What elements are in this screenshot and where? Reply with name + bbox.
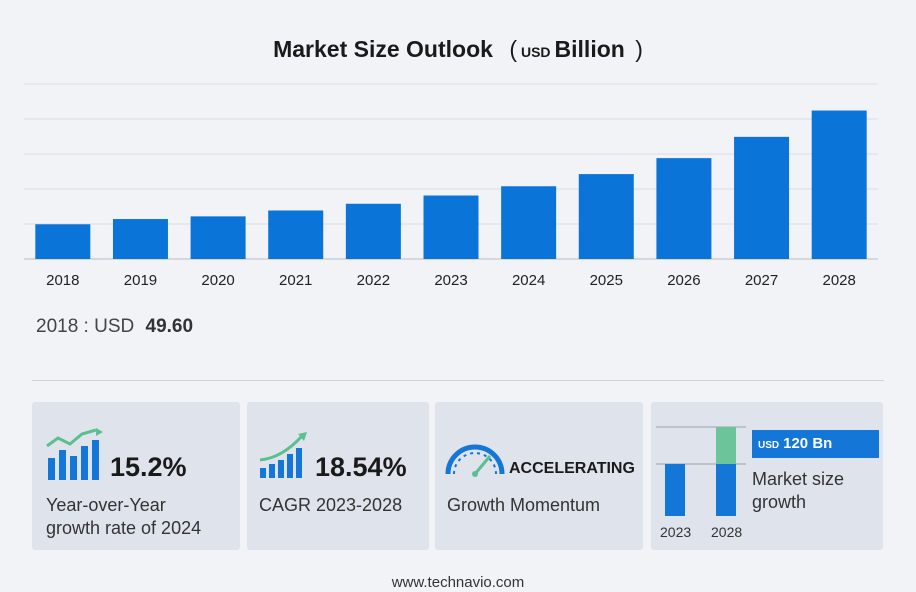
growth-unit: USD (758, 440, 780, 451)
x-tick-label: 2028 (822, 272, 855, 289)
bar-2020 (190, 216, 246, 259)
rising-bar-chart-icon (46, 428, 103, 480)
growth-bar-2023 (665, 464, 685, 516)
x-tick-label: 2026 (667, 272, 700, 289)
speedometer-gauge-icon (445, 444, 505, 477)
growth-bar-2028-base (716, 464, 736, 516)
bar-2022 (345, 203, 401, 259)
bar-2027 (734, 136, 790, 259)
cagr-value: 18.54% (315, 452, 407, 482)
growth-amount: 120 Bn (783, 435, 833, 452)
growth-year-end: 2028 (711, 524, 743, 540)
cagr-caption: CAGR 2023-2028 (259, 495, 403, 515)
growth-bars-arrow-icon (259, 432, 307, 478)
x-tick-label: 2027 (745, 272, 778, 289)
growth-amount-banner: USD 120 Bn (752, 430, 879, 458)
bar-2021 (268, 210, 324, 259)
cagr-card (247, 402, 429, 550)
growth-comparison-icon (656, 426, 746, 516)
x-tick-label: 2023 (434, 272, 467, 289)
section-divider (32, 380, 884, 381)
bar-2019 (112, 219, 168, 259)
x-tick-label: 2024 (512, 272, 545, 289)
yoy-card (32, 402, 240, 550)
growth-bar-2028-increase (716, 427, 736, 464)
chart-title-main: Market Size Outlook (273, 36, 493, 62)
x-tick-label: 2019 (124, 272, 157, 289)
base-value-label: 2018 : USD (36, 316, 135, 337)
footer-url[interactable]: www.technavio.com (391, 574, 525, 591)
title-unit-word: Billion (554, 36, 625, 62)
growth-year-start: 2023 (660, 524, 692, 540)
growth-caption-line2: growth (752, 492, 807, 512)
x-tick-label: 2021 (279, 272, 312, 289)
momentum-status: ACCELERATING (509, 460, 635, 477)
yoy-caption-line1: Year-over-Year (46, 495, 166, 515)
bar-2023 (423, 195, 479, 259)
bar-2028 (811, 110, 867, 259)
bar-chart: 2018 2019 2020 2021 2022 2023 2024 2025 2026 2027… (24, 83, 878, 289)
title-close-paren: ) (635, 36, 643, 62)
yoy-value: 15.2% (110, 452, 187, 482)
base-value-number: 49.60 (145, 316, 194, 337)
bar-2026 (656, 158, 712, 259)
title-open-paren: ( (509, 36, 517, 62)
momentum-caption: Growth Momentum (447, 495, 601, 515)
yoy-caption-line2: growth rate of 2024 (46, 518, 202, 538)
x-tick-label: 2018 (46, 272, 79, 289)
bar-2025 (578, 174, 634, 259)
x-tick-label: 2020 (201, 272, 234, 289)
bar-2024 (501, 186, 557, 259)
momentum-card (435, 402, 643, 550)
x-tick-label: 2025 (590, 272, 623, 289)
bar-2018 (35, 224, 91, 259)
x-tick-label: 2022 (357, 272, 390, 289)
growth-caption-line1: Market size (752, 469, 845, 489)
chart-title: Market Size Outlook (USD Billion ) (0, 36, 916, 63)
base-value: 2018 : USD 49.60 (36, 316, 193, 338)
title-unit: USD (520, 44, 551, 60)
